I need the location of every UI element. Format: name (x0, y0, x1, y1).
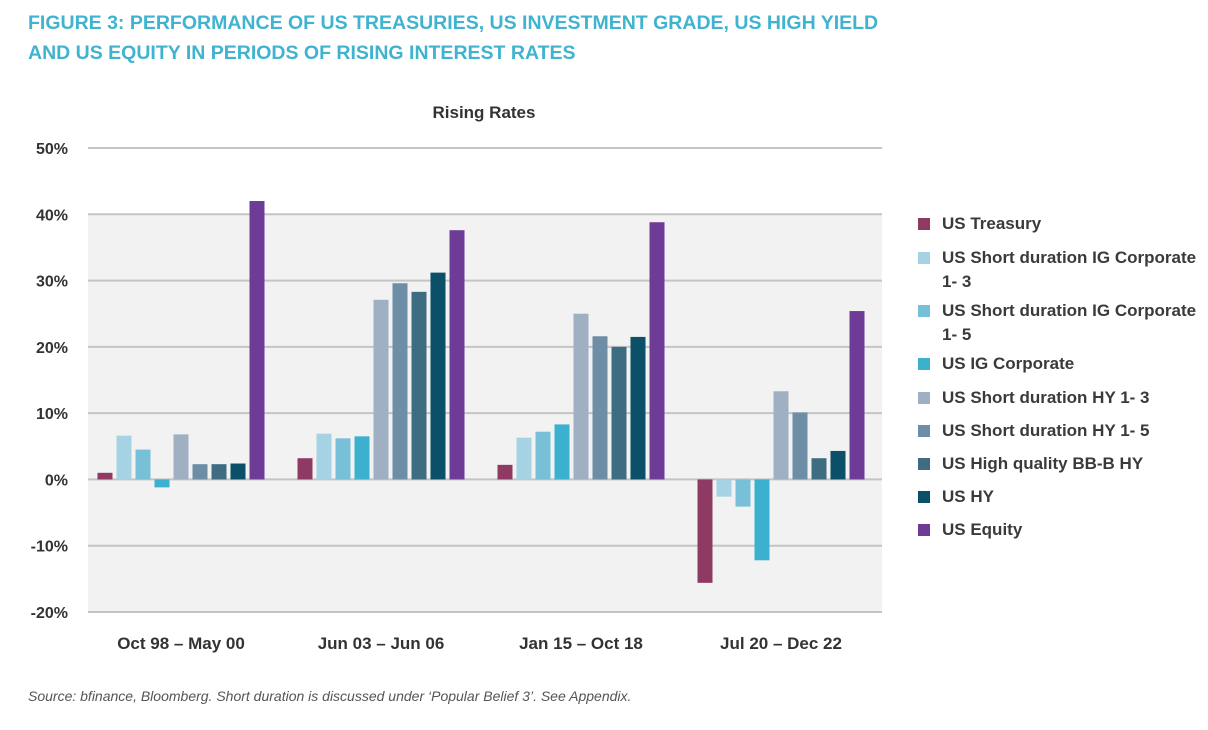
legend-swatch (918, 458, 930, 470)
x-tick-label: Jun 03 – Jun 06 (318, 634, 445, 653)
bar (849, 311, 865, 480)
legend-label: US Short duration IG Corporate 1- 5 (942, 301, 1197, 344)
bar (735, 479, 751, 507)
bar (792, 412, 808, 480)
bar (649, 222, 665, 480)
legend-item: US Short duration IG Corporate 1- 5 (918, 299, 1208, 347)
legend-item: US High quality BB-B HY (918, 452, 1208, 476)
bar (830, 450, 846, 480)
legend-swatch (918, 524, 930, 536)
bar (449, 230, 465, 480)
legend-item: US IG Corporate (918, 352, 1208, 376)
legend-label: US Short duration HY 1- 3 (942, 388, 1150, 407)
y-tick-label: 50% (36, 141, 68, 158)
y-tick-label: -20% (31, 605, 68, 622)
chart-title: Rising Rates (433, 103, 536, 122)
legend-swatch (918, 425, 930, 437)
bar (554, 424, 570, 480)
bar (516, 437, 532, 480)
bar (154, 479, 170, 488)
bar (611, 346, 627, 480)
chart-legend: US Treasury US Short duration IG Corporat… (918, 212, 1208, 542)
bar (97, 472, 113, 480)
bar (192, 464, 208, 480)
bar (211, 464, 227, 480)
y-tick-label: 10% (36, 406, 68, 423)
y-tick-label: 30% (36, 274, 68, 291)
legend-item: US HY (918, 485, 1208, 509)
source-note: Source: bfinance, Bloomberg. Short durat… (28, 688, 632, 704)
legend-swatch (918, 252, 930, 264)
legend-item: US Equity (918, 518, 1208, 542)
y-tick-label: -10% (31, 539, 68, 556)
legend-item: US Short duration IG Corporate 1- 3 (918, 246, 1208, 294)
legend-item: US Short duration HY 1- 5 (918, 419, 1208, 443)
bar (373, 299, 389, 480)
bar (773, 391, 789, 480)
legend-label: US Treasury (942, 214, 1042, 233)
y-tick-label: 20% (36, 340, 68, 357)
bar (573, 313, 589, 480)
legend-label: US Short duration HY 1- 5 (942, 421, 1150, 440)
bar (430, 272, 446, 480)
legend-item: US Short duration HY 1- 3 (918, 386, 1208, 410)
bar (497, 464, 513, 480)
bar (297, 458, 313, 480)
legend-label: US Short duration IG Corporate 1- 3 (942, 248, 1197, 291)
bar (411, 291, 427, 480)
bar (173, 434, 189, 480)
legend-label: US High quality BB-B HY (942, 454, 1144, 473)
bar (249, 201, 265, 480)
legend-label: US Equity (942, 520, 1023, 539)
y-tick-label: 0% (45, 472, 68, 489)
bar (116, 435, 132, 480)
bar (716, 479, 732, 497)
x-tick-label: Oct 98 – May 00 (117, 634, 245, 653)
bar (535, 431, 551, 480)
legend-swatch (918, 305, 930, 317)
bar (630, 336, 646, 480)
x-tick-label: Jul 20 – Dec 22 (720, 634, 842, 653)
legend-label: US HY (942, 487, 994, 506)
bar (135, 449, 151, 480)
legend-swatch (918, 358, 930, 370)
bar (592, 336, 608, 480)
bar (697, 479, 713, 583)
legend-item: US Treasury (918, 212, 1208, 236)
bar (335, 438, 351, 480)
legend-swatch (918, 218, 930, 230)
legend-swatch (918, 392, 930, 404)
bar (354, 436, 370, 480)
y-tick-label: 40% (36, 207, 68, 224)
figure-title-line-1: FIGURE 3: PERFORMANCE OF US TREASURIES, … (28, 12, 879, 34)
bar (811, 458, 827, 480)
x-tick-label: Jan 15 – Oct 18 (519, 634, 643, 653)
bar (754, 479, 770, 561)
bar (230, 463, 246, 480)
bar (316, 433, 332, 480)
figure-title: FIGURE 3: PERFORMANCE OF US TREASURIES, … (28, 8, 1028, 68)
legend-label: US IG Corporate (942, 354, 1075, 373)
bar (392, 283, 408, 480)
legend-swatch (918, 491, 930, 503)
figure-title-line-2: AND US EQUITY IN PERIODS OF RISING INTER… (28, 42, 576, 64)
